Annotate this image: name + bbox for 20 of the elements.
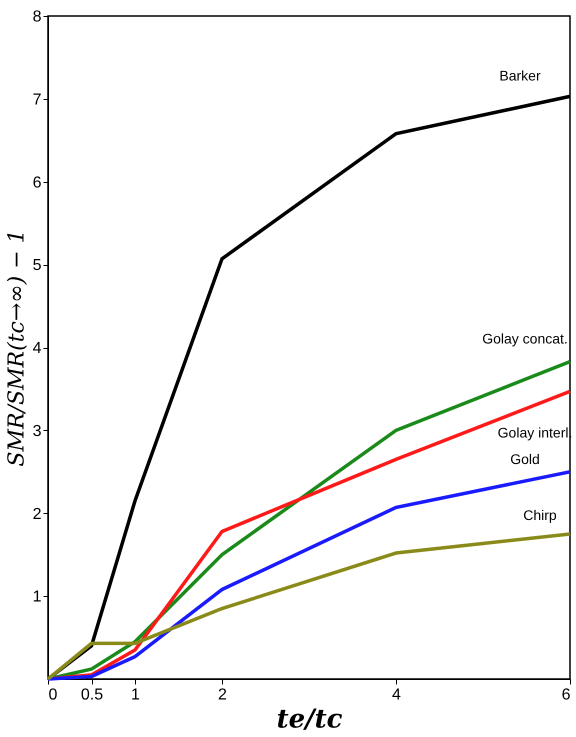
x-tick-label: 1 <box>131 686 140 704</box>
y-tick-label: 8 <box>32 8 42 26</box>
y-tick-label: 2 <box>32 506 42 523</box>
x-tick-label: 4 <box>392 686 402 704</box>
x-axis-title: te/tc <box>276 704 343 734</box>
y-axis-title: SMR/SMR(tc→∞) − 1 <box>4 229 30 467</box>
y-tick-label: 5 <box>32 257 42 274</box>
y-tick-label: 6 <box>32 174 42 192</box>
y-tick-label: 1 <box>32 588 42 606</box>
series-label: Barker <box>499 67 541 84</box>
y-tick-label: 3 <box>32 422 42 440</box>
series-label: Chirp <box>523 506 557 523</box>
x-tick-label: 2 <box>218 686 228 704</box>
series-label: Gold <box>510 450 540 467</box>
y-tick-label: 7 <box>32 91 42 108</box>
x-tick-label: 6 <box>562 686 571 704</box>
x-tick-label: 0 <box>48 686 58 704</box>
series-label: Golay concat. <box>482 330 568 347</box>
x-tick-label: 0.5 <box>80 686 104 704</box>
y-tick-label: 4 <box>32 340 42 357</box>
